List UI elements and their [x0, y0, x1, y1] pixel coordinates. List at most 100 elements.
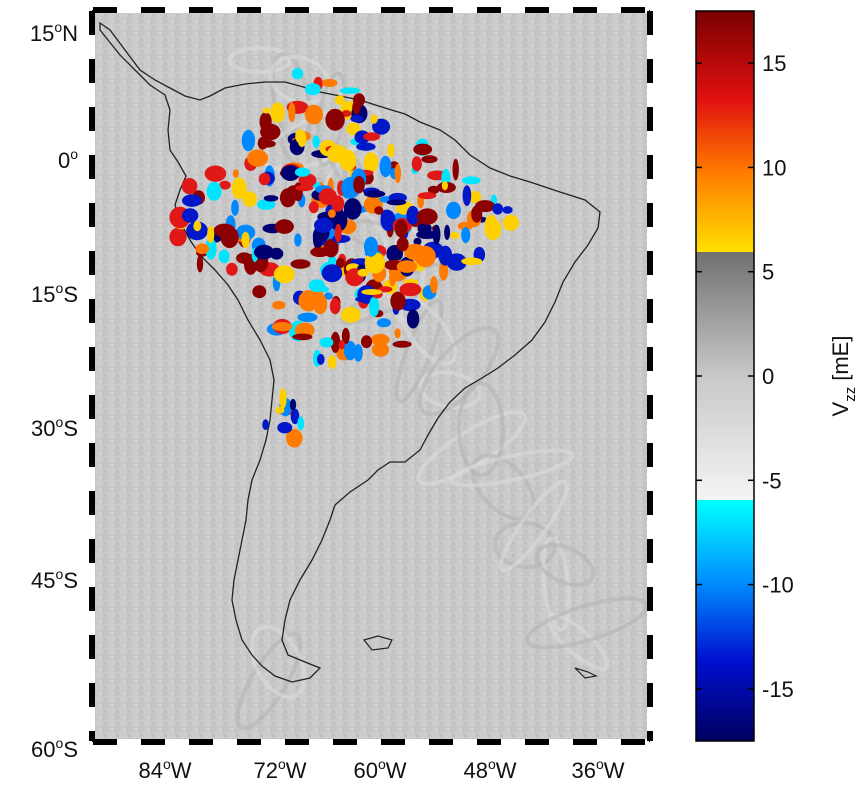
field-ripple: [534, 543, 596, 587]
anomaly-blob: [411, 156, 422, 172]
frame-dash: [647, 107, 653, 131]
frame-dash: [89, 59, 95, 83]
frame-dash: [647, 611, 653, 635]
colorbar-label: Vzz[mE]: [828, 336, 859, 417]
anomaly-blob: [432, 224, 441, 245]
frame-dash: [89, 611, 95, 635]
anomaly-blob: [462, 185, 472, 207]
anomaly-blob: [363, 236, 379, 257]
frame-dash: [647, 371, 653, 395]
anomaly-blob: [279, 188, 296, 208]
frame-dash: [647, 11, 653, 35]
anomaly-blob: [291, 67, 304, 80]
anomaly-blob: [294, 233, 302, 247]
anomaly-blob: [322, 78, 338, 88]
frame-dash: [309, 7, 333, 13]
frame-dash: [89, 227, 95, 251]
anomaly-blob: [343, 340, 357, 361]
frame-dash: [647, 635, 653, 659]
anomaly-blob: [399, 282, 422, 297]
frame-dash: [647, 83, 653, 107]
lat-label: 15oS: [31, 280, 78, 307]
anomaly-blob: [292, 333, 313, 341]
anomaly-blob: [416, 208, 438, 225]
anomaly-blob: [219, 180, 231, 190]
frame-dash: [573, 739, 597, 745]
anomaly-blob: [247, 149, 268, 167]
anomaly-blob: [236, 252, 253, 264]
anomaly-blob: [258, 172, 271, 186]
frame-dash: [89, 11, 95, 35]
anomaly-blob: [271, 322, 293, 332]
anomaly-blob: [195, 243, 210, 255]
frame-dash: [597, 7, 621, 13]
anomaly-blob: [394, 328, 401, 339]
frame-dash: [89, 347, 95, 371]
frame-dash: [117, 739, 141, 745]
lat-label: 45oS: [31, 566, 78, 593]
anomaly-blob: [312, 135, 320, 148]
anomaly-blob: [288, 102, 296, 123]
anomaly-blob: [319, 337, 334, 348]
anomaly-blob: [339, 87, 361, 94]
anomaly-blob: [206, 181, 222, 201]
anomaly-blob: [343, 198, 362, 220]
frame-dash: [165, 739, 189, 745]
anomaly-blob: [461, 227, 471, 243]
frame-dash: [89, 299, 95, 323]
anomaly-blob: [413, 237, 422, 246]
frame-dash: [647, 155, 653, 179]
anomaly-blob: [387, 143, 395, 158]
frame-dash: [357, 7, 381, 13]
anomaly-blob: [321, 264, 343, 283]
anomaly-blob: [328, 209, 336, 218]
lat-label: 60oS: [31, 735, 78, 762]
coastline: [99, 21, 601, 683]
frame-dash: [333, 7, 357, 13]
anomaly-blob: [204, 165, 227, 182]
anomaly-blob: [294, 167, 311, 177]
frame-dash: [647, 299, 653, 323]
colorbar-gradient: [695, 10, 755, 742]
anomaly-blob: [262, 107, 270, 114]
lon-label: 36oW: [571, 756, 624, 783]
anomaly-blob: [441, 181, 448, 191]
anomaly-blob: [361, 335, 372, 349]
anomaly-blob: [242, 191, 257, 207]
frame-dash: [89, 179, 95, 203]
anomaly-blob: [218, 249, 230, 264]
anomaly-blob: [406, 309, 420, 329]
frame-dash: [621, 739, 645, 745]
anomaly-blob: [262, 419, 269, 431]
anomaly-blob: [308, 279, 325, 293]
anomaly-blob: [181, 208, 199, 223]
anomaly-blob: [330, 331, 341, 353]
frame-dashes: [89, 7, 653, 745]
anomaly-blob: [205, 237, 217, 260]
frame-dash: [647, 587, 653, 611]
frame-dash: [89, 731, 95, 741]
anomaly-blob: [295, 184, 314, 192]
lat-label: 30oS: [31, 414, 78, 441]
lat-label: 15oN: [30, 19, 78, 46]
anomaly-blob: [361, 289, 383, 295]
anomaly-blob: [339, 149, 357, 172]
frame-dash: [89, 683, 95, 707]
frame-dash: [405, 739, 429, 745]
field-ripple: [525, 596, 649, 650]
frame-dash: [647, 323, 653, 347]
map-panel: [93, 11, 649, 741]
anomaly-blob: [396, 237, 409, 252]
frame-dash: [189, 739, 213, 745]
map-frame: [89, 7, 653, 745]
anomaly-blob: [352, 100, 361, 115]
anomaly-blob: [461, 257, 483, 266]
frame-dash: [261, 7, 285, 13]
anomaly-blob: [324, 292, 333, 300]
frame-dash: [549, 739, 573, 745]
frame-dash: [93, 739, 117, 745]
frame-dash: [89, 443, 95, 467]
frame-dash: [89, 275, 95, 299]
anomaly-blob: [390, 291, 406, 311]
